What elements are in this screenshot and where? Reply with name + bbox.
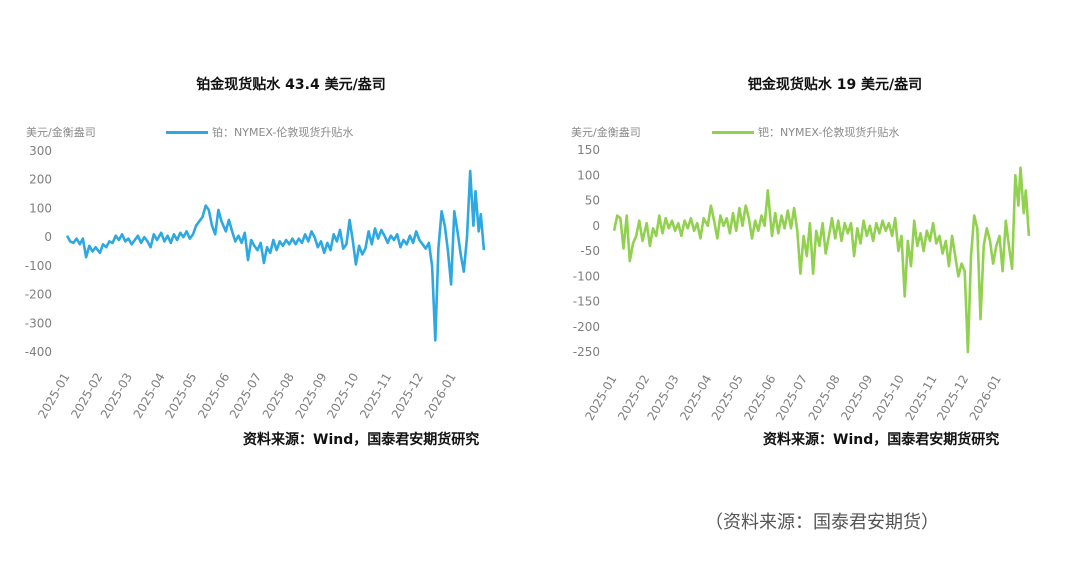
x-tick-label: 2025-07 (773, 373, 810, 423)
series-line (612, 166, 1031, 354)
y-tick-label: -100 (25, 259, 52, 273)
x-tick-label: 2025-10 (324, 371, 361, 421)
y-tick-label: 300 (29, 144, 52, 158)
y-tick-label: -150 (573, 295, 600, 309)
palladium-line-chart: 150 100 50 0 -50 -100 -150 -200 -250 2025-01 2025-… (573, 143, 1031, 423)
y-tick-label: -50 (580, 244, 600, 258)
y-tick-label: -200 (573, 320, 600, 334)
y-tick-label: 50 (585, 194, 600, 208)
y-axis-unit-label: 美元/金衡盎司 (571, 126, 641, 139)
series-line (65, 169, 486, 342)
y-tick-label: -200 (25, 288, 52, 302)
y-tick-label: 100 (577, 168, 600, 182)
y-axis-unit-label: 美元/金衡盎司 (26, 126, 96, 139)
x-tick-label: 2025-07 (227, 371, 264, 421)
platinum-line-chart: 3002001000-100-200-300-4002025-012025-02… (25, 144, 486, 421)
x-tick-label: 2025-05 (162, 371, 199, 421)
legend: 钯：NYMEX-伦敦现货升贴水 (712, 124, 899, 140)
platinum-chart-panel: 铂金现货贴水 43.4 美元/盎司 美元/金衡盎司 铂：NYMEX-伦敦现货升贴… (0, 0, 540, 470)
source-note: 资料来源：Wind，国泰君安期货研究 (763, 432, 1000, 448)
y-tick-label: -400 (25, 345, 52, 359)
y-tick-label: 100 (29, 201, 52, 215)
y-tick-label: -100 (573, 269, 600, 283)
x-tick-label: 2025-08 (806, 373, 843, 423)
source-note: 资料来源：Wind，国泰君安期货研究 (243, 432, 480, 448)
x-tick-label: 2025-01 (582, 373, 619, 423)
y-tick-label: 0 (592, 219, 600, 233)
y-tick-label: 0 (44, 230, 52, 244)
legend-label: 铂：NYMEX-伦敦现货升贴水 (212, 126, 354, 139)
x-tick-label: 2025-10 (870, 373, 907, 423)
x-tick-label: 2025-12 (389, 371, 426, 421)
x-tick-label: 2025-12 (934, 373, 971, 423)
x-tick-label: 2025-05 (709, 373, 746, 423)
x-tick-label: 2026-01 (422, 371, 459, 421)
chart-title: 铂金现货贴水 43.4 美元/盎司 (196, 77, 386, 93)
footer-source-note: （资料来源：国泰君安期货） (705, 512, 939, 533)
legend-swatch (712, 130, 754, 134)
legend-swatch (166, 130, 208, 134)
y-tick-label: -250 (573, 345, 600, 359)
y-tick-label: 200 (29, 173, 52, 187)
y-tick-label: -300 (25, 316, 52, 330)
palladium-chart-panel: 钯金现货贴水 19 美元/盎司 美元/金衡盎司 钯：NYMEX-伦敦现货升贴水 … (540, 0, 1080, 470)
legend: 铂：NYMEX-伦敦现货升贴水 (166, 124, 353, 140)
chart-title: 钯金现货贴水 19 美元/盎司 (747, 77, 923, 93)
x-tick-label: 2025-08 (260, 371, 297, 421)
x-tick-label: 2025-01 (35, 371, 72, 421)
y-tick-label: 150 (577, 143, 600, 157)
legend-label: 钯：NYMEX-伦敦现货升贴水 (758, 126, 900, 139)
x-tick-label: 2026-01 (967, 373, 1004, 423)
